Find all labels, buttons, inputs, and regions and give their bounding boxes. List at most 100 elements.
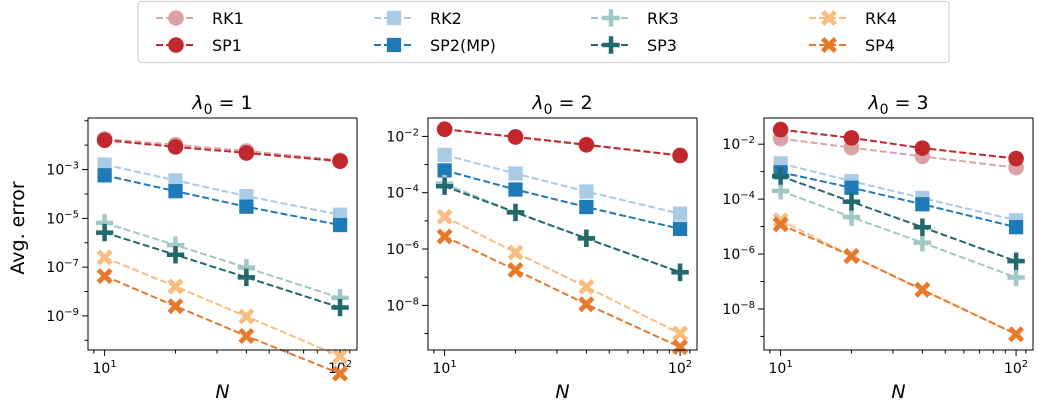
data-point: [95, 223, 114, 242]
legend-item-rk4: RK4: [809, 9, 897, 28]
legend-marker-plus: [602, 36, 620, 54]
data-point: [332, 348, 349, 365]
series-line: [104, 137, 341, 162]
subplot-title: λ0 = 3: [867, 92, 928, 118]
y-tick-label: 10−6: [722, 245, 755, 263]
data-point: [1008, 326, 1025, 343]
series-line: [104, 256, 341, 358]
y-tick-label: 10−8: [722, 300, 755, 318]
data-point: [238, 145, 255, 161]
series-rk2: [773, 156, 1024, 228]
series-line: [104, 275, 341, 375]
data-point: [771, 182, 790, 200]
legend-label: RK3: [647, 9, 679, 28]
y-tick-label: 10−5: [46, 209, 79, 227]
legend-item-sp3: SP3: [591, 36, 677, 55]
series-sp3: [95, 223, 349, 317]
legend-frame: [137, 1, 950, 63]
series-rk1: [772, 130, 1024, 176]
y-tick-label: 10−8: [386, 296, 419, 314]
series-line: [780, 137, 1017, 169]
data-point: [672, 206, 688, 221]
data-point: [771, 167, 790, 185]
series-line: [780, 189, 1017, 279]
y-axis-label: Avg. error: [7, 181, 29, 274]
series-sp1: [772, 121, 1024, 167]
data-point: [507, 129, 524, 145]
series-sp2: [437, 163, 688, 237]
x-axis-label: N: [891, 381, 905, 403]
series-line: [444, 185, 681, 274]
y-tick-label: 10−3: [46, 161, 79, 179]
x-axis-label: N: [555, 381, 569, 403]
data-point: [578, 296, 595, 313]
y-tick-label: 10−2: [722, 135, 755, 153]
series-line: [444, 169, 681, 230]
data-point: [97, 157, 112, 172]
series-sp2: [97, 168, 348, 233]
series-line: [780, 175, 1017, 263]
legend-marker-square: [386, 37, 402, 53]
data-point: [437, 163, 452, 178]
subplot-2: λ0 = 2 N 101 102 10−2 10−4 10−6 10−8: [386, 92, 698, 403]
series-rk3: [435, 174, 689, 281]
data-point: [237, 268, 256, 287]
legend-label: SP3: [647, 36, 677, 55]
axes-frame: [427, 117, 698, 351]
series-line: [444, 235, 681, 348]
series-sp4: [96, 268, 349, 382]
data-point: [238, 308, 255, 325]
legend-item-rk2: RK2: [374, 9, 462, 28]
data-point: [436, 228, 453, 245]
data-point: [437, 147, 452, 163]
series-rk1: [96, 131, 348, 169]
subplot-3: λ0 = 3 N 101 102 10−2 10−4 10−6 10−8: [722, 92, 1034, 403]
x-tick-label: 101: [93, 359, 117, 377]
data-point: [672, 221, 688, 237]
data-point: [167, 278, 184, 295]
series-line: [104, 221, 341, 299]
series-rk4: [96, 249, 349, 365]
data-point: [579, 184, 594, 199]
series-line: [444, 153, 681, 215]
subplot-title: λ0 = 2: [531, 92, 592, 118]
data-point: [913, 218, 932, 236]
x-tick-label: 102: [1004, 359, 1028, 377]
series-line: [780, 223, 1017, 336]
legend-label: RK2: [430, 9, 462, 28]
x-axis-label: N: [215, 381, 229, 403]
series-line: [104, 163, 341, 216]
data-point: [436, 208, 453, 225]
series-rk4: [772, 212, 1025, 343]
x-tick-label: 101: [769, 359, 793, 377]
legend: RK1 SP1 RK2 SP2(MP) RK3 SP3 RK4 SP4: [137, 1, 950, 63]
legend-label: SP4: [865, 36, 895, 55]
data-point: [915, 197, 930, 212]
y-tick-label: 10−9: [46, 307, 79, 325]
series-line: [104, 174, 341, 227]
data-point: [1007, 268, 1025, 287]
legend-marker-circle: [168, 37, 184, 53]
legend-label: RK1: [212, 9, 244, 28]
data-point: [168, 184, 183, 199]
axes-frame: [763, 117, 1034, 351]
data-point: [332, 217, 348, 233]
subplot-title: λ0 = 1: [191, 92, 252, 118]
legend-item-rk1: RK1: [156, 9, 244, 28]
data-point: [96, 249, 113, 266]
data-point: [772, 121, 789, 138]
data-point: [578, 137, 595, 153]
data-point: [672, 339, 689, 356]
data-point: [914, 140, 931, 156]
data-point: [672, 325, 689, 342]
series-sp4: [772, 216, 1025, 343]
series-rk2: [97, 157, 348, 222]
data-point: [844, 180, 859, 195]
series-line: [104, 139, 341, 163]
data-point: [1008, 150, 1024, 167]
data-point: [772, 212, 789, 229]
data-point: [506, 203, 525, 222]
data-point: [508, 166, 523, 181]
series-rk4: [436, 208, 689, 342]
